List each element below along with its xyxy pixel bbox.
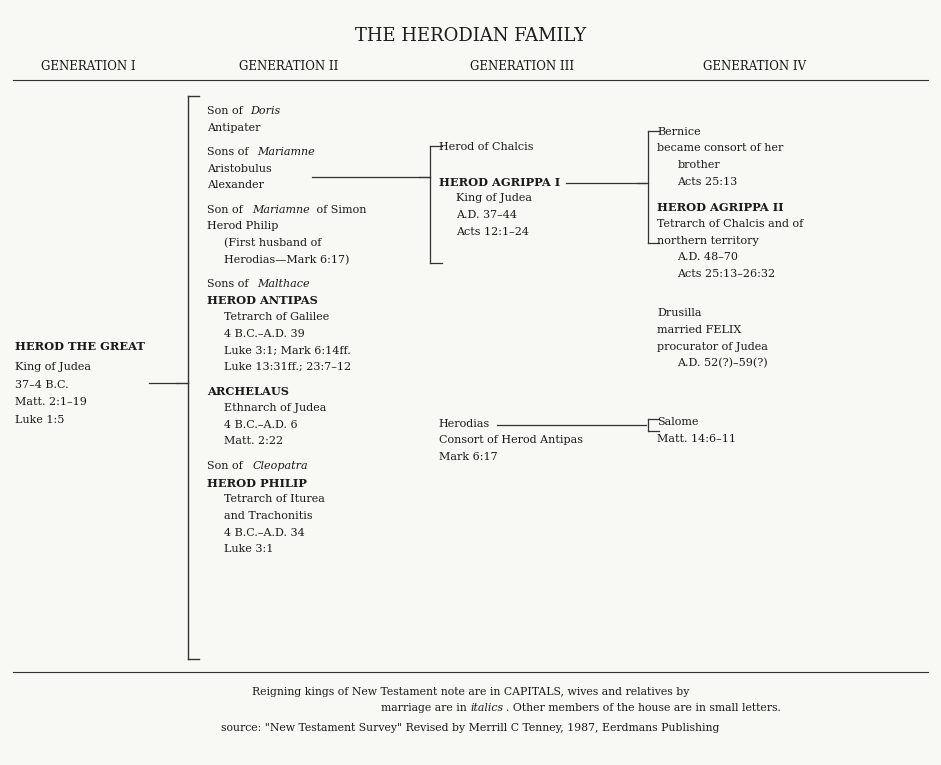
Text: 37–4 B.C.: 37–4 B.C. xyxy=(15,379,69,390)
Text: Herod Philip: Herod Philip xyxy=(207,221,279,231)
Text: GENERATION III: GENERATION III xyxy=(470,60,574,73)
Text: Cleopatra: Cleopatra xyxy=(252,461,308,471)
Text: . Other members of the house are in small letters.: . Other members of the house are in smal… xyxy=(506,703,781,713)
Text: Tetrarch of Iturea: Tetrarch of Iturea xyxy=(224,494,326,504)
Text: 4 B.C.–A.D. 34: 4 B.C.–A.D. 34 xyxy=(224,528,305,538)
Text: 4 B.C.–A.D. 39: 4 B.C.–A.D. 39 xyxy=(224,329,305,339)
Text: ARCHELAUS: ARCHELAUS xyxy=(207,386,290,397)
Text: Sons of: Sons of xyxy=(207,147,252,157)
Text: Drusilla: Drusilla xyxy=(657,308,702,318)
Text: (First husband of: (First husband of xyxy=(224,238,322,249)
Text: Aristobulus: Aristobulus xyxy=(207,164,272,174)
Text: Son of: Son of xyxy=(207,205,247,215)
Text: 4 B.C.–A.D. 6: 4 B.C.–A.D. 6 xyxy=(224,419,298,430)
Text: HEROD AGRIPPA I: HEROD AGRIPPA I xyxy=(439,177,560,187)
Text: A.D. 52(?)–59(?): A.D. 52(?)–59(?) xyxy=(678,358,768,369)
Text: source: "New Testament Survey" Revised by Merrill C Tenney, 1987, Eerdmans Publi: source: "New Testament Survey" Revised b… xyxy=(221,723,720,733)
Text: Matt. 2:1–19: Matt. 2:1–19 xyxy=(15,397,88,407)
Text: Luke 1:5: Luke 1:5 xyxy=(15,415,65,425)
Text: Antipater: Antipater xyxy=(207,123,261,133)
Text: Luke 3:1: Luke 3:1 xyxy=(224,545,274,555)
Text: Salome: Salome xyxy=(657,417,698,428)
Text: Alexander: Alexander xyxy=(207,181,264,190)
Text: Son of: Son of xyxy=(207,461,247,471)
Text: GENERATION II: GENERATION II xyxy=(239,60,339,73)
Text: Acts 25:13–26:32: Acts 25:13–26:32 xyxy=(678,269,775,279)
Text: GENERATION IV: GENERATION IV xyxy=(704,60,806,73)
Text: brother: brother xyxy=(678,160,720,170)
Text: HEROD THE GREAT: HEROD THE GREAT xyxy=(15,340,145,352)
Text: of Simon: of Simon xyxy=(312,205,366,215)
Text: Mark 6:17: Mark 6:17 xyxy=(439,452,498,462)
Text: HEROD PHILIP: HEROD PHILIP xyxy=(207,478,308,489)
Text: HEROD ANTIPAS: HEROD ANTIPAS xyxy=(207,295,318,307)
Text: Matt. 14:6–11: Matt. 14:6–11 xyxy=(657,434,736,444)
Text: procurator of Judea: procurator of Judea xyxy=(657,342,768,352)
Text: Luke 13:31ff.; 23:7–12: Luke 13:31ff.; 23:7–12 xyxy=(224,362,351,372)
Text: Matt. 2:22: Matt. 2:22 xyxy=(224,436,283,446)
Text: Doris: Doris xyxy=(250,106,280,116)
Text: Acts 25:13: Acts 25:13 xyxy=(678,177,738,187)
Text: Herod of Chalcis: Herod of Chalcis xyxy=(439,142,534,152)
Text: and Trachonitis: and Trachonitis xyxy=(224,511,313,521)
Text: Son of: Son of xyxy=(207,106,247,116)
Text: A.D. 48–70: A.D. 48–70 xyxy=(678,252,739,262)
Text: Ethnarch of Judea: Ethnarch of Judea xyxy=(224,403,327,413)
Text: GENERATION I: GENERATION I xyxy=(40,60,136,73)
Text: Mariamne: Mariamne xyxy=(257,147,314,157)
Text: italics: italics xyxy=(470,703,503,713)
Text: married FELIX: married FELIX xyxy=(657,325,742,335)
Text: Malthace: Malthace xyxy=(257,278,310,289)
Text: A.D. 37–44: A.D. 37–44 xyxy=(455,210,517,220)
Text: became consort of her: became consort of her xyxy=(657,143,784,154)
Text: northern territory: northern territory xyxy=(657,236,758,246)
Text: Mariamne: Mariamne xyxy=(252,205,310,215)
Text: Consort of Herod Antipas: Consort of Herod Antipas xyxy=(439,435,582,445)
Text: Bernice: Bernice xyxy=(657,127,701,137)
Text: Acts 12:1–24: Acts 12:1–24 xyxy=(455,226,529,236)
Text: Herodias: Herodias xyxy=(439,418,490,429)
Text: King of Judea: King of Judea xyxy=(15,363,91,373)
Text: Tetrarch of Galilee: Tetrarch of Galilee xyxy=(224,312,329,322)
Text: Tetrarch of Chalcis and of: Tetrarch of Chalcis and of xyxy=(657,219,804,229)
Text: Herodias—Mark 6:17): Herodias—Mark 6:17) xyxy=(224,255,350,265)
Text: marriage are in: marriage are in xyxy=(381,703,470,713)
Text: Sons of: Sons of xyxy=(207,278,252,289)
Text: Luke 3:1; Mark 6:14ff.: Luke 3:1; Mark 6:14ff. xyxy=(224,346,351,356)
Text: THE HERODIAN FAMILY: THE HERODIAN FAMILY xyxy=(355,27,586,45)
Text: King of Judea: King of Judea xyxy=(455,194,532,203)
Text: Reigning kings of New Testament note are in CAPITALS, wives and relatives by: Reigning kings of New Testament note are… xyxy=(252,687,689,697)
Text: HEROD AGRIPPA II: HEROD AGRIPPA II xyxy=(657,203,784,213)
